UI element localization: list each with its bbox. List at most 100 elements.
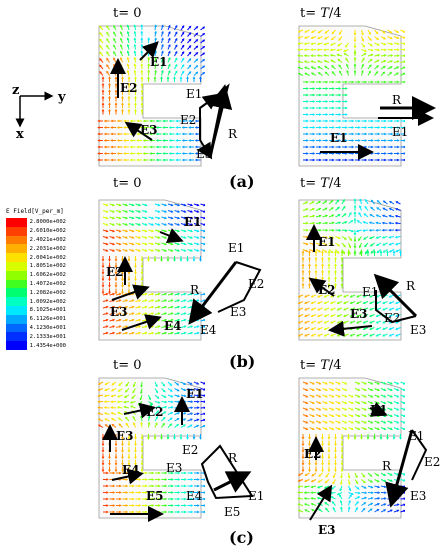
legend-value: 1.8051e+002 — [29, 263, 66, 270]
field-vector-head — [97, 145, 100, 149]
field-vector-head — [125, 299, 129, 302]
field-vector-head — [190, 497, 194, 501]
field-vector-head — [388, 308, 392, 311]
field-vector-head — [396, 509, 400, 513]
field-vector — [335, 236, 341, 239]
field-vector-head — [356, 487, 360, 490]
field-vector-head — [138, 210, 142, 213]
field-vector-head — [140, 76, 144, 79]
field-vector-head — [306, 145, 309, 149]
field-vector-head — [403, 427, 405, 431]
field-vector-head — [325, 382, 328, 385]
field-vector-head — [181, 51, 185, 54]
field-vector-head — [147, 63, 151, 66]
field-vector-head — [125, 249, 129, 252]
field-vector-head — [330, 37, 334, 41]
field-vector-head — [345, 45, 348, 48]
field-vector-head — [325, 93, 329, 97]
field-vector-head — [121, 285, 124, 288]
field-vector-head — [144, 312, 148, 315]
field-vector-head — [110, 152, 113, 155]
field-vector-head — [344, 221, 348, 224]
field-vector-head — [202, 52, 205, 55]
field-vector-head — [397, 158, 400, 162]
field-vector-head — [377, 152, 381, 155]
legend-value: 2.1333e+001 — [29, 333, 66, 340]
field-vector-head — [357, 408, 361, 411]
field-vector-head — [126, 30, 130, 34]
field-vector-head — [132, 415, 135, 419]
field-vector — [304, 29, 310, 33]
field-vector-head — [377, 485, 381, 489]
field-vector-head — [334, 263, 337, 266]
field-vector-head — [155, 158, 159, 162]
field-vector-head — [174, 50, 178, 54]
field-vector-head — [395, 201, 399, 204]
field-vector-head — [344, 237, 347, 240]
field-vector-head — [362, 474, 366, 478]
field-vector-head — [131, 299, 135, 302]
field-vector-head — [127, 272, 131, 275]
field-vector-head — [164, 471, 168, 475]
legend-title: E Field[V_per_m] — [6, 208, 64, 215]
field-vector-head — [177, 223, 181, 226]
field-vector-head — [134, 272, 137, 275]
field-vector-head — [171, 478, 174, 481]
field-vector-head — [324, 200, 328, 204]
field-vector-head — [311, 201, 315, 204]
field-vector-head — [368, 70, 371, 74]
field-vector-head — [310, 295, 314, 298]
field-vector-head — [396, 66, 400, 69]
field-vector-head — [170, 292, 174, 296]
field-vector-head — [383, 37, 387, 40]
field-vector-head — [190, 229, 194, 233]
field-vector-head — [327, 469, 331, 473]
field-vector-head — [123, 405, 127, 409]
field-vector-head — [118, 210, 122, 213]
field-vector — [106, 58, 110, 63]
field-vector-head — [149, 145, 152, 149]
label-a-left-e2-arrow: E2 — [120, 81, 138, 95]
field-vector-head — [310, 314, 314, 318]
field-vector-head — [184, 484, 187, 488]
field-vector-head — [164, 292, 168, 296]
field-vector-head — [331, 408, 335, 411]
field-vector-head — [330, 250, 334, 254]
field-vector-head — [336, 314, 340, 318]
field-vector-head — [357, 496, 361, 499]
field-vector-head — [304, 72, 308, 76]
field-vector-head — [114, 102, 118, 105]
field-vector-head — [327, 456, 331, 460]
field-vector-head — [157, 305, 161, 309]
field-vector-head — [297, 60, 301, 64]
field-vector-head — [133, 63, 137, 67]
field-vector-head — [370, 251, 374, 254]
field-vector-head — [138, 491, 142, 494]
field-vector-head — [383, 382, 387, 385]
field-vector-head — [105, 203, 109, 207]
field-vector-head — [338, 414, 341, 418]
label-b-left-e2-vec: E2 — [248, 277, 264, 291]
field-vector-head — [297, 503, 301, 506]
field-vector-head — [169, 383, 173, 387]
field-vector-head — [158, 497, 161, 501]
field-vector — [106, 32, 110, 37]
field-vector-head — [345, 113, 348, 116]
field-vector-head — [170, 242, 174, 246]
field-vector-head — [375, 243, 379, 246]
label-c-left-e2-arrow: E2 — [146, 405, 164, 419]
field-vector-head — [345, 119, 348, 123]
field-vector-head — [396, 401, 400, 405]
field-vector-head — [140, 30, 144, 34]
field-vector-head — [101, 272, 105, 275]
field-vector-head — [202, 39, 205, 42]
field-vector-head — [164, 331, 168, 335]
field-vector-head — [343, 52, 347, 56]
field-vector-head — [151, 312, 155, 315]
field-vector-head — [106, 64, 109, 67]
field-vector-head — [134, 76, 137, 79]
field-vector-head — [183, 418, 187, 421]
legend-value: 2.0041e+002 — [29, 254, 66, 261]
field-vector-head — [396, 414, 400, 418]
axis-z-label: z — [12, 83, 19, 98]
